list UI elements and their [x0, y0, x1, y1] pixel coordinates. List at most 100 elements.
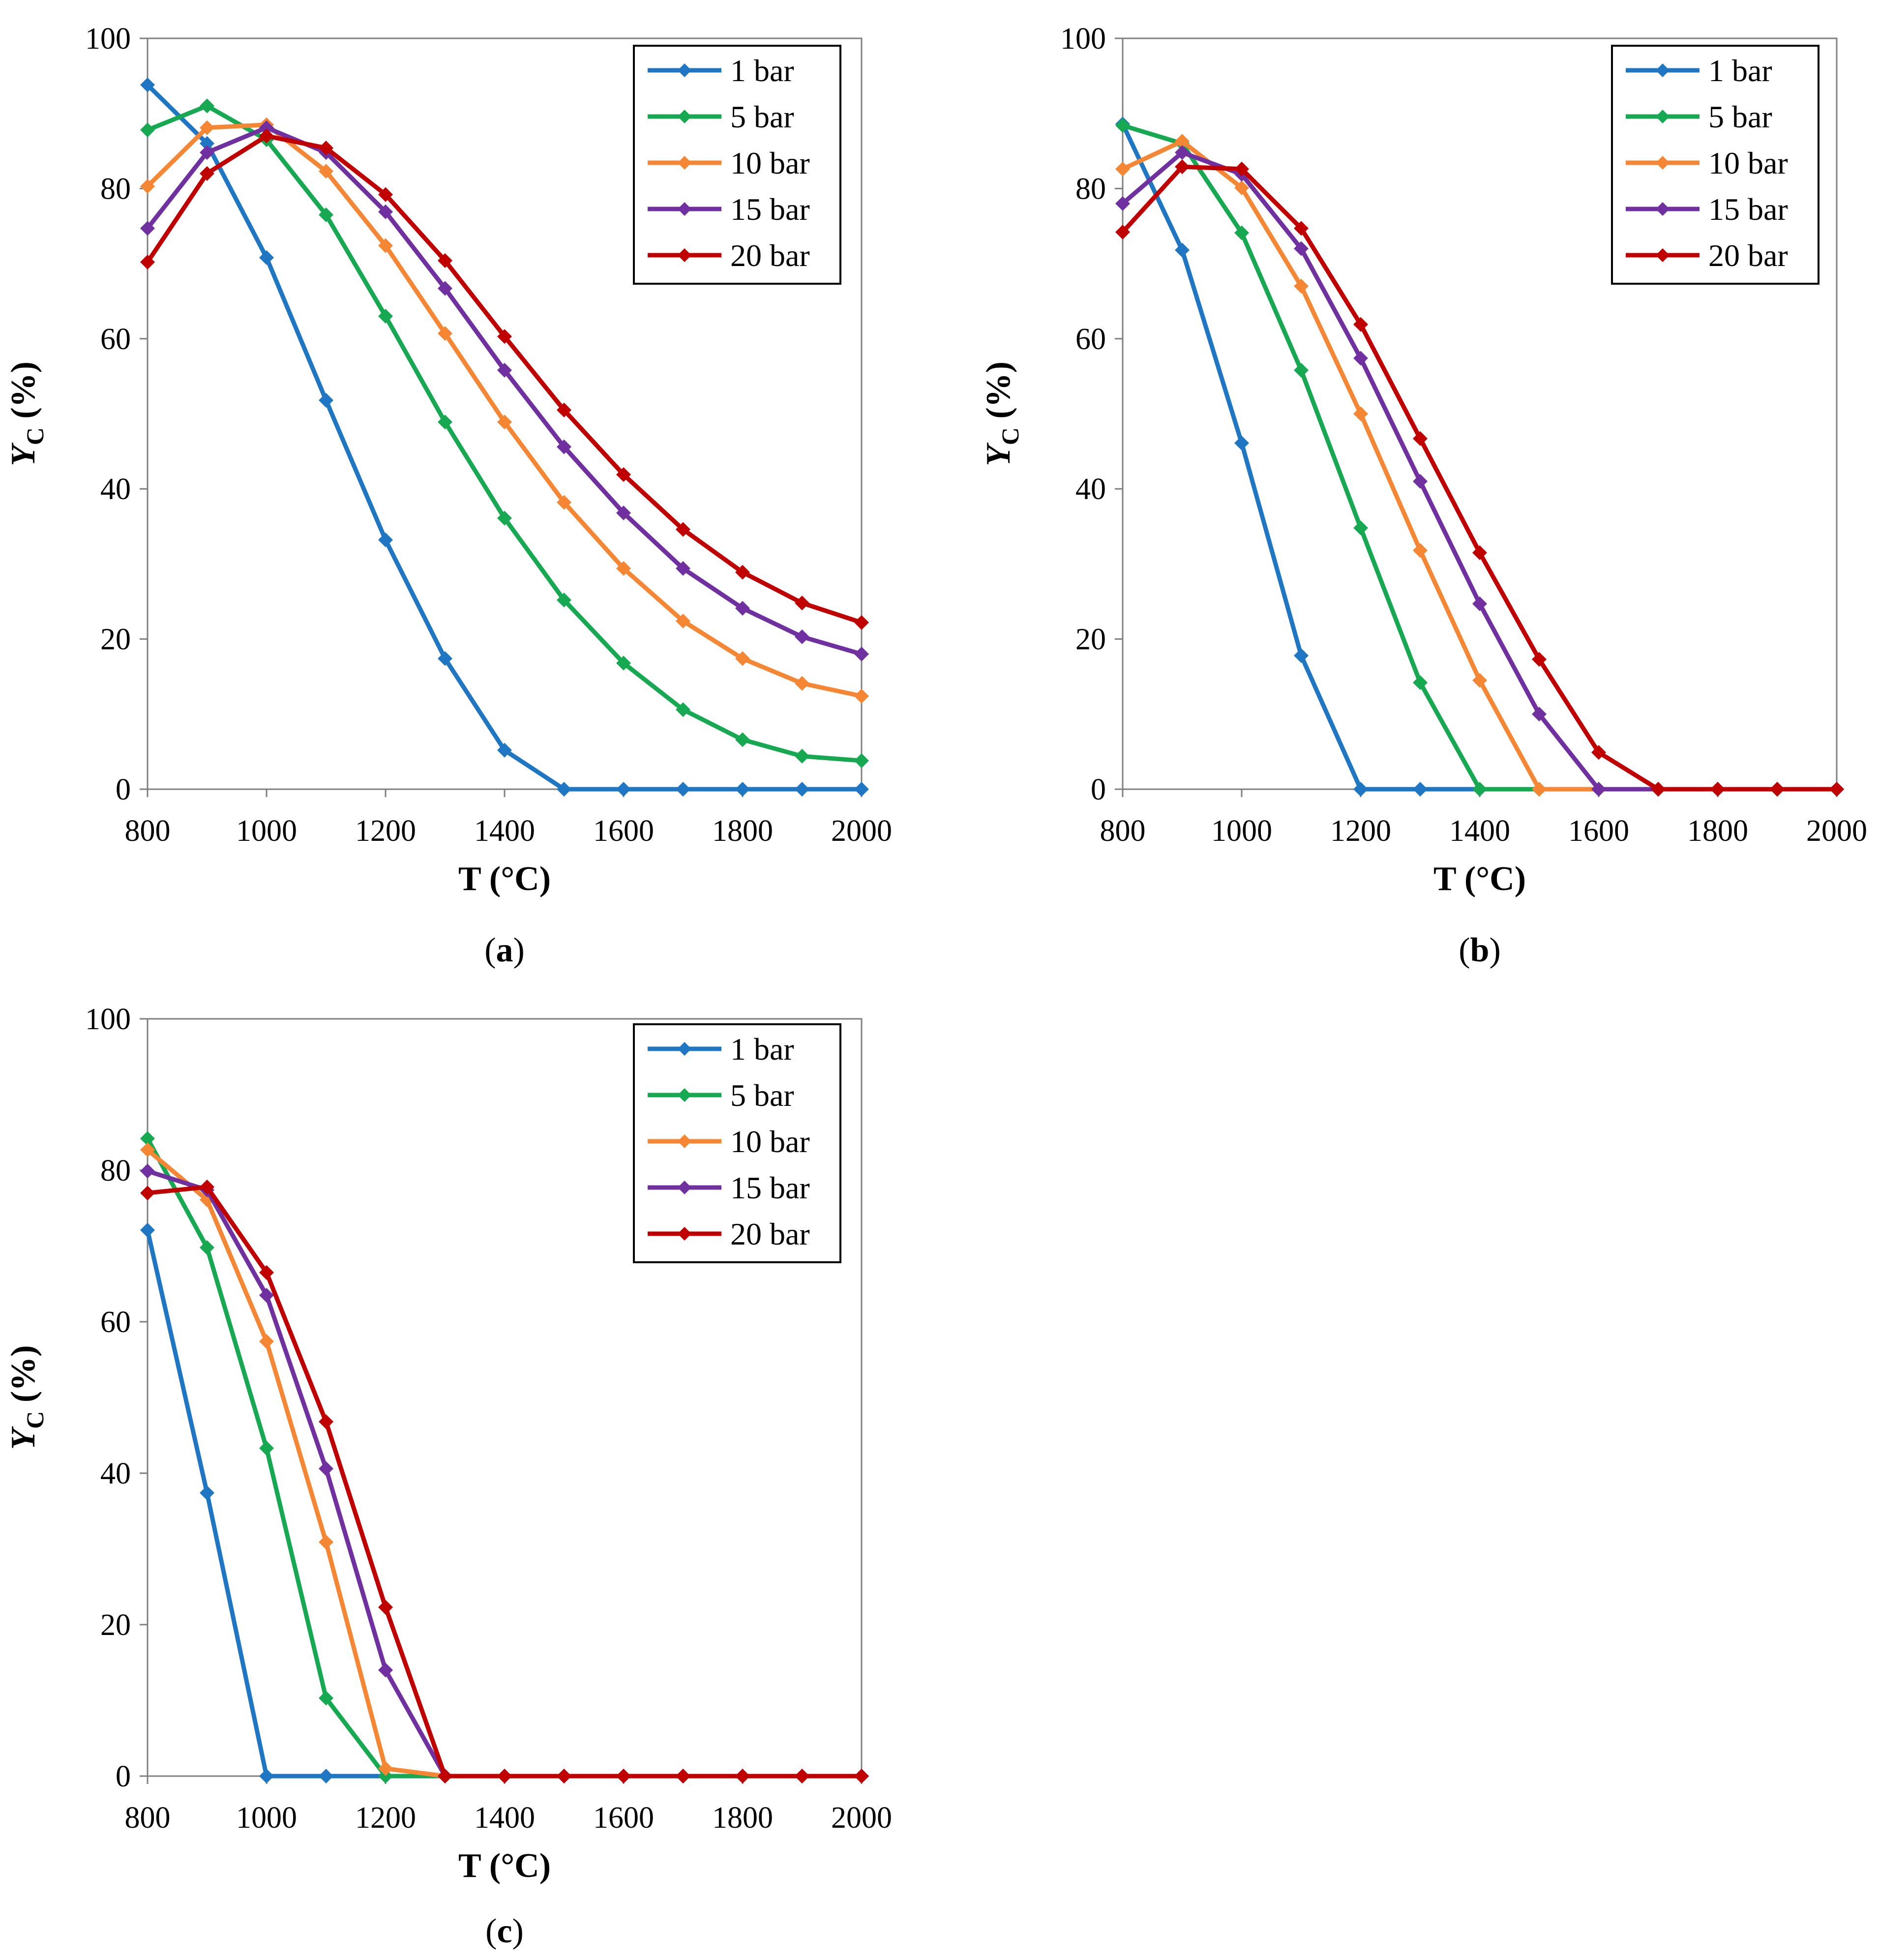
data-point [140, 1163, 155, 1179]
chart-panel-c: 800 1000 1200 1400 1600 1800 2000 0 20 40 60 80 100 T… [4, 1003, 892, 1950]
x-tick-label: 1000 [236, 814, 297, 848]
legend-label: 10 bar [730, 1124, 810, 1159]
data-point [497, 362, 512, 378]
data-point [854, 753, 869, 768]
data-point [140, 1222, 155, 1238]
caption-letter: c [497, 1912, 512, 1950]
legend-swatch-marker [1656, 63, 1670, 77]
data-point [200, 136, 214, 151]
series-15-bar [140, 120, 869, 662]
data-point [378, 204, 393, 219]
legend-swatch-marker [678, 156, 691, 170]
legend-label: 20 bar [730, 1217, 810, 1251]
data-point [1413, 474, 1428, 489]
data-point [497, 415, 512, 430]
data-point [557, 439, 571, 454]
data-point [1234, 436, 1249, 451]
data-point [735, 1769, 750, 1783]
data-point [1472, 673, 1487, 688]
data-point [1591, 745, 1606, 760]
legend-swatch-marker [1656, 248, 1670, 262]
legend-label: 1 bar [1708, 53, 1772, 88]
data-point [735, 651, 750, 666]
data-point [1294, 278, 1309, 294]
data-point [497, 329, 512, 344]
data-point [1353, 406, 1368, 421]
data-point [378, 1769, 393, 1783]
data-point [140, 122, 155, 138]
data-point [1651, 782, 1666, 797]
data-point [1413, 782, 1428, 797]
data-point [676, 1769, 690, 1783]
x-tick-label: 2000 [831, 1801, 892, 1835]
legend-label: 20 bar [730, 238, 810, 273]
y-axis-title-symbol: Y [4, 442, 42, 466]
data-point [378, 238, 393, 253]
data-point [319, 164, 333, 179]
data-point [319, 140, 333, 155]
data-point [200, 120, 214, 135]
y-tick-label: 40 [100, 1457, 131, 1490]
legend: 1 bar 5 bar 10 bar 15 bar 20 bar [1611, 45, 1819, 285]
data-point [1115, 224, 1130, 239]
data-point [378, 1761, 393, 1776]
data-point [854, 615, 869, 630]
legend-swatch-marker [678, 110, 691, 123]
legend-label: 10 bar [1708, 146, 1788, 180]
legend-label: 5 bar [1708, 99, 1772, 134]
y-tick-label: 60 [100, 1306, 131, 1339]
data-point [1472, 596, 1487, 611]
data-point [557, 593, 571, 608]
x-tick-label: 1600 [1568, 814, 1629, 848]
data-point [200, 98, 214, 114]
data-point [616, 655, 631, 671]
data-point [378, 1600, 393, 1615]
legend-swatch-marker [678, 1088, 691, 1102]
data-point [854, 647, 869, 662]
data-point [795, 595, 809, 611]
data-point [1353, 520, 1368, 535]
y-tick-label: 0 [1091, 773, 1106, 806]
data-point [438, 281, 452, 296]
data-point [795, 629, 809, 645]
legend-label: 20 bar [1708, 238, 1788, 273]
data-point [259, 1769, 274, 1783]
data-point [616, 782, 631, 797]
x-axis-title: T (°C) [458, 1847, 551, 1885]
data-point [854, 782, 869, 797]
data-point [319, 1414, 333, 1429]
data-point [676, 561, 690, 576]
panel-caption: (a) [484, 931, 525, 969]
caption-letter: b [1470, 931, 1490, 969]
data-point [438, 415, 452, 430]
y-axis-title-symbol: Y [4, 1426, 42, 1450]
data-point [1413, 675, 1428, 690]
y-axis-title: YC (%) [980, 361, 1024, 466]
data-point [1472, 782, 1487, 797]
chart-panel-a: 800 1000 1200 1400 1600 1800 2000 0 20 40 60 80 100 T… [4, 22, 892, 969]
caption-open: ( [1459, 931, 1470, 969]
legend-label: 15 bar [1708, 192, 1788, 227]
y-axis-title-unit: (%) [980, 361, 1017, 427]
y-tick-label: 20 [100, 1608, 131, 1642]
data-point [140, 1131, 155, 1146]
data-point [259, 250, 274, 265]
legend: 1 bar 5 bar 10 bar 15 bar 20 bar [633, 45, 841, 285]
y-axis-title-unit: (%) [4, 361, 42, 427]
data-point [854, 688, 869, 704]
data-point [735, 732, 750, 747]
y-axis-title-subscript: C [996, 427, 1024, 445]
data-point [1532, 652, 1547, 667]
legend-label: 15 bar [730, 1170, 810, 1205]
legend: 1 bar 5 bar 10 bar 15 bar 20 bar [633, 1023, 841, 1263]
data-point [259, 1334, 274, 1349]
x-axis-title: T (°C) [1433, 860, 1526, 898]
data-point [735, 782, 750, 797]
x-tick-label: 1200 [355, 1801, 416, 1835]
series-20-bar [140, 128, 869, 630]
data-point [438, 1769, 452, 1783]
y-axis-title-symbol: Y [980, 442, 1017, 466]
data-point [1175, 159, 1190, 175]
data-point [854, 1769, 869, 1783]
